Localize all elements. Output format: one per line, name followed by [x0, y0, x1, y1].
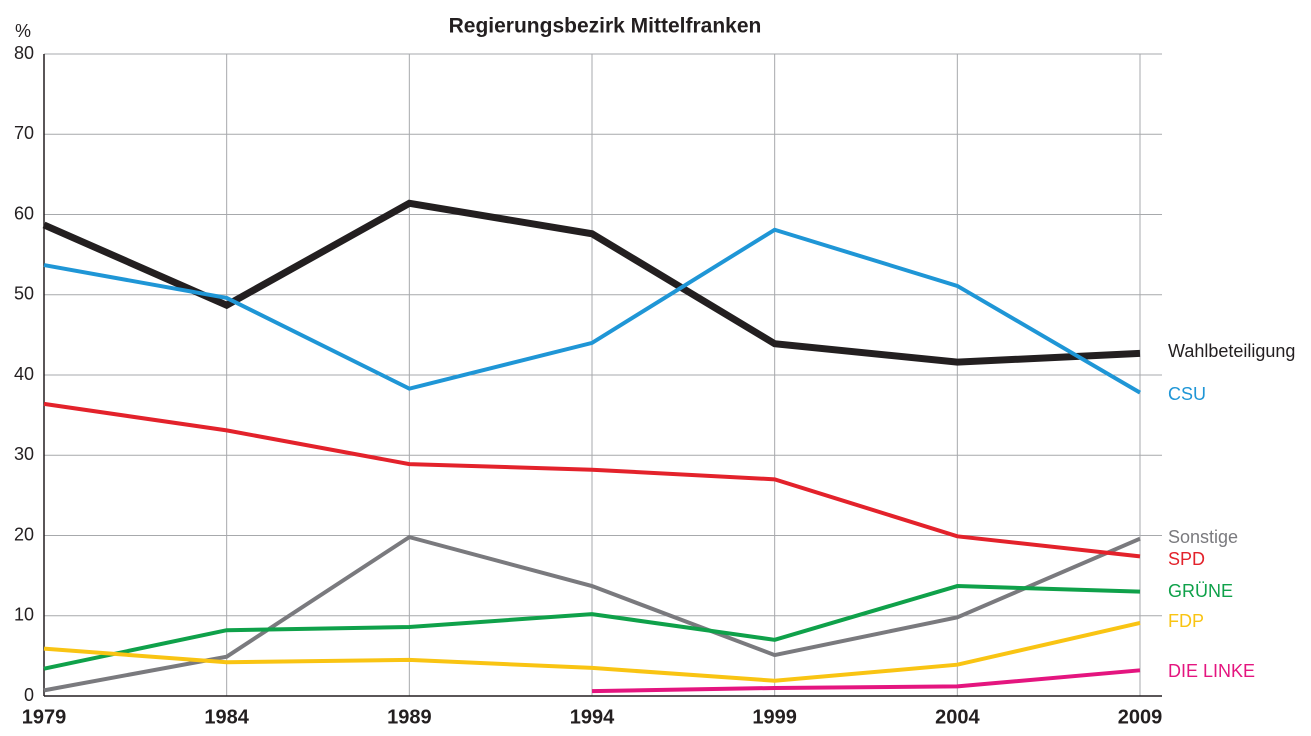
y-tick-label: 20	[14, 524, 34, 544]
y-tick-label: 70	[14, 123, 34, 143]
y-axis-label: %	[15, 21, 31, 41]
y-tick-label: 0	[24, 685, 34, 705]
legend-label: Wahlbeteiligung	[1168, 341, 1295, 361]
series-line	[43, 534, 1141, 693]
x-tick-label: 1989	[387, 706, 432, 728]
y-tick-label: 40	[14, 364, 34, 384]
series-line	[42, 199, 1141, 366]
legend-label: GRÜNE	[1168, 581, 1233, 601]
series-line	[43, 621, 1141, 683]
legend-label: FDP	[1168, 611, 1204, 631]
x-tick-label: 1999	[752, 706, 797, 728]
chart-title: Regierungsbezirk Mittelfranken	[449, 15, 762, 38]
series-line	[43, 401, 1141, 559]
x-tick-label: 2009	[1118, 706, 1163, 728]
y-tick-label: 30	[14, 444, 34, 464]
series-line	[591, 668, 1141, 694]
x-tick-label: 1994	[570, 706, 615, 728]
legend-label: SPD	[1168, 549, 1205, 569]
y-tick-label: 50	[14, 284, 34, 304]
legend-label: CSU	[1168, 384, 1206, 404]
legend-label: Sonstige	[1168, 527, 1238, 547]
legend-label: DIE LINKE	[1168, 661, 1255, 681]
x-tick-label: 1979	[22, 706, 67, 728]
y-tick-label: 10	[14, 605, 34, 625]
y-tick-label: 80	[14, 43, 34, 63]
series-line	[43, 584, 1141, 671]
series-line	[43, 227, 1142, 395]
x-tick-label: 2004	[935, 706, 980, 728]
y-tick-label: 60	[14, 203, 34, 223]
x-tick-label: 1984	[204, 706, 249, 728]
